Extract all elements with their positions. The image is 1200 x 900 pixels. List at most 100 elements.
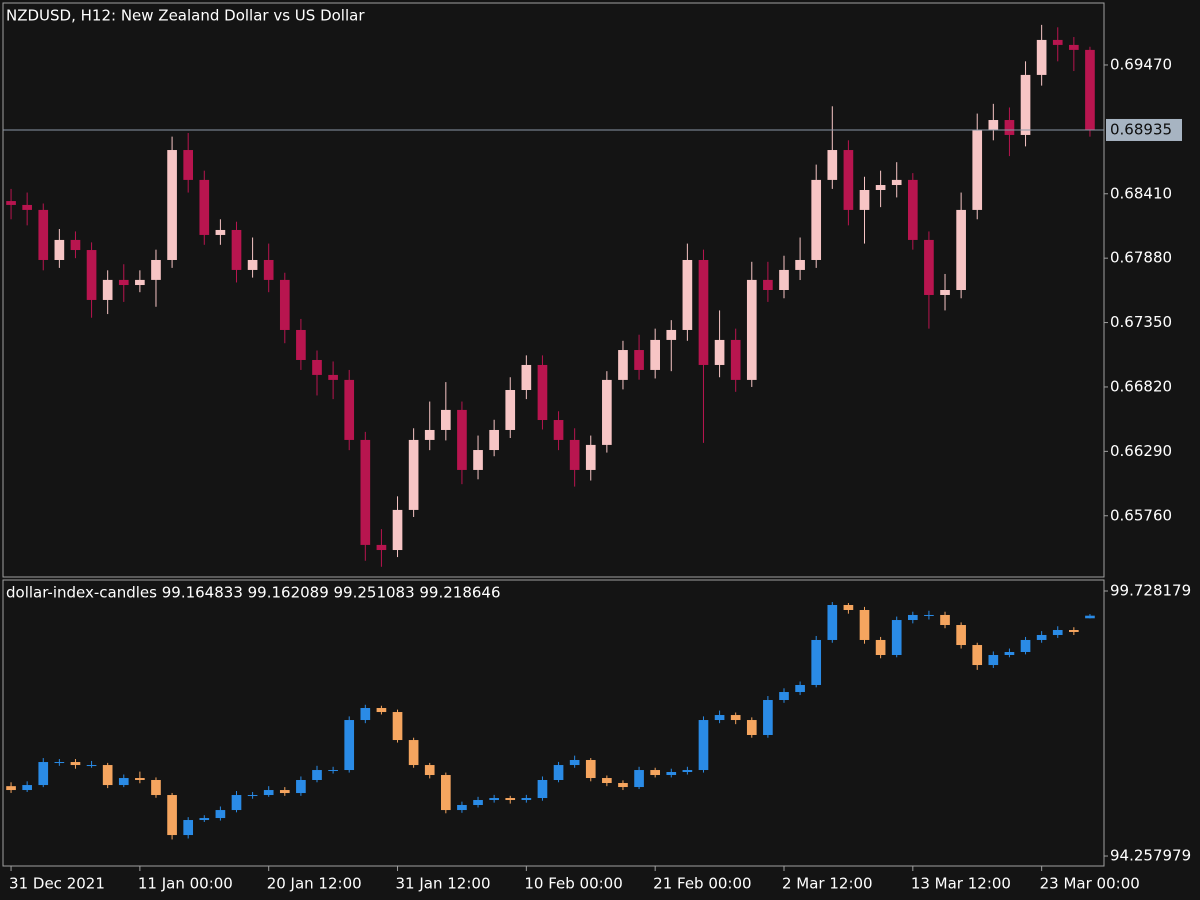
- candle-body: [569, 759, 580, 766]
- candle-body: [1036, 39, 1047, 75]
- candle-body: [859, 189, 870, 210]
- candle-body: [521, 798, 532, 801]
- candle-body: [1036, 634, 1047, 640]
- y-tick-label: 0.66820: [1110, 377, 1172, 395]
- x-tick-label: 21 Feb 00:00: [653, 875, 751, 893]
- candle-body: [22, 204, 32, 210]
- candle-body: [312, 770, 322, 781]
- candle-body: [682, 259, 693, 330]
- candle-body: [54, 762, 65, 764]
- x-tick-label: 11 Jan 00:00: [138, 875, 233, 893]
- x-tick-label: 23 Mar 00:00: [1040, 875, 1140, 893]
- candle-body: [38, 209, 49, 260]
- candle-body: [698, 720, 709, 771]
- candle-body: [634, 770, 644, 788]
- candle-body: [811, 639, 822, 685]
- candle-body: [70, 239, 81, 251]
- candle-body: [1069, 630, 1079, 632]
- candle-body: [408, 740, 419, 766]
- candle-body: [312, 359, 322, 375]
- candle-body: [891, 179, 902, 186]
- candle-body: [521, 364, 532, 391]
- candle-body: [441, 409, 451, 430]
- candle-body: [956, 209, 966, 290]
- candle-body: [730, 339, 741, 380]
- candle-body: [907, 614, 918, 621]
- candle-body: [135, 778, 145, 781]
- candle-body: [392, 509, 403, 551]
- current-price-box: [1106, 118, 1182, 141]
- candle-body: [183, 150, 194, 180]
- candle-body: [763, 700, 773, 735]
- current-price-label: 0.68935: [1110, 120, 1172, 138]
- candle-body: [263, 259, 274, 280]
- candle-body: [650, 339, 660, 370]
- candle-body: [843, 150, 854, 210]
- candle-body: [489, 429, 499, 451]
- candle-body: [231, 795, 242, 811]
- candle-body: [827, 150, 838, 180]
- candle-body: [199, 818, 210, 821]
- candle-body: [215, 810, 226, 819]
- candle-body: [344, 379, 355, 440]
- candle-body: [102, 765, 113, 786]
- candle-body: [875, 639, 886, 656]
- candle-body: [473, 800, 483, 806]
- candle-body: [553, 420, 564, 440]
- candle-body: [183, 820, 194, 836]
- y-tick-label: 99.728179: [1110, 581, 1191, 599]
- candle-body: [199, 179, 210, 235]
- candle-body: [924, 614, 934, 616]
- candle-body: [763, 279, 773, 290]
- candle-body: [1085, 615, 1095, 619]
- candle-body: [618, 783, 628, 788]
- candle-body: [1004, 651, 1015, 656]
- candle-body: [457, 409, 467, 470]
- candle-body: [328, 770, 338, 772]
- candle-body: [795, 259, 805, 270]
- candle-body: [263, 790, 274, 796]
- candle-body: [585, 759, 596, 779]
- candle-body: [505, 798, 516, 801]
- candle-body: [135, 279, 145, 286]
- candle-body: [231, 229, 242, 270]
- candle-body: [988, 120, 999, 130]
- candle-body: [1052, 630, 1063, 635]
- candle-body: [1020, 639, 1031, 652]
- candle-body: [585, 444, 596, 470]
- candle-body: [328, 374, 338, 380]
- candle-body: [859, 609, 870, 640]
- y-tick-label: 0.65760: [1110, 506, 1172, 524]
- candle-body: [279, 790, 290, 794]
- candle-body: [376, 708, 387, 713]
- candle-body: [956, 625, 966, 646]
- y-tick-label: 0.67880: [1110, 249, 1172, 267]
- candle-body: [86, 765, 97, 767]
- candle-body: [424, 429, 435, 440]
- candle-body: [489, 798, 499, 801]
- candle-body: [1052, 39, 1063, 45]
- candle-body: [891, 620, 902, 656]
- candle-body: [22, 785, 32, 791]
- candle-body: [54, 239, 65, 260]
- x-tick-label: 31 Jan 12:00: [396, 875, 491, 893]
- candle-body: [473, 450, 483, 470]
- candle-body: [1085, 49, 1095, 130]
- candle-body: [940, 614, 950, 626]
- y-tick-label: 0.68410: [1110, 184, 1172, 202]
- candle-body: [666, 329, 677, 340]
- candle-body: [537, 780, 548, 799]
- candle-body: [972, 129, 983, 210]
- candle-body: [38, 762, 49, 786]
- candle-body: [376, 544, 387, 551]
- candle-body: [441, 775, 451, 811]
- candle-body: [247, 795, 258, 797]
- candle-body: [1004, 120, 1015, 135]
- candle-body: [102, 279, 113, 300]
- candle-body: [730, 715, 741, 721]
- candle-body: [457, 805, 467, 811]
- candle-body: [972, 645, 983, 666]
- x-tick-label: 13 Mar 12:00: [911, 875, 1011, 893]
